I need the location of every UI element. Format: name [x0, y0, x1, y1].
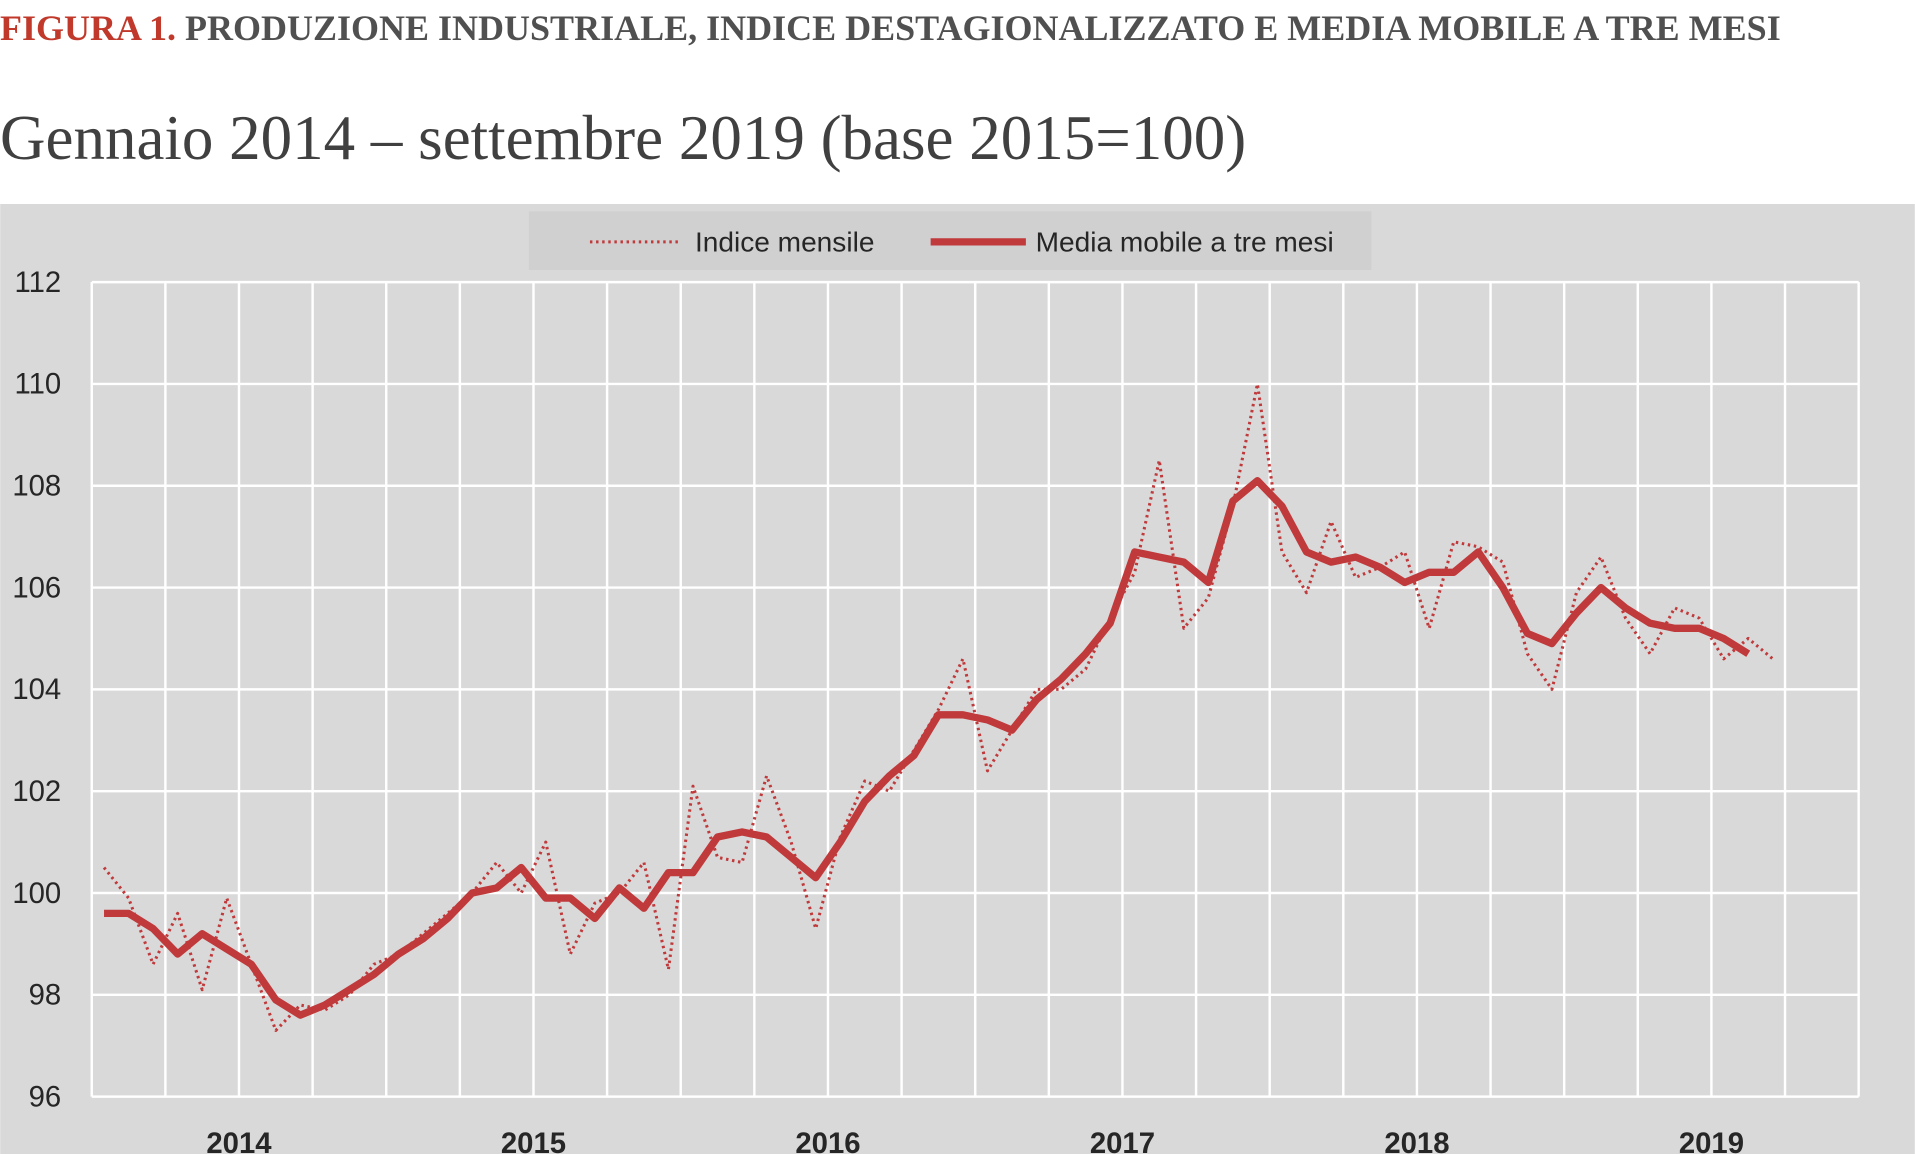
y-tick-label: 102: [12, 775, 61, 808]
y-tick-label: 112: [15, 266, 62, 299]
chart-background: [0, 204, 1915, 1154]
series-line: [102, 382, 1774, 1032]
y-tick-label: 110: [15, 368, 62, 401]
y-tick-label: 98: [29, 979, 62, 1012]
y-tick-label: 100: [12, 877, 61, 910]
y-tick-label: 104: [12, 673, 61, 706]
x-tick-label: 2019: [1679, 1127, 1744, 1154]
y-tick-label: 108: [12, 470, 61, 503]
y-tick-label: 106: [12, 571, 61, 604]
title-text: PRODUZIONE INDUSTRIALE, INDICE DESTAGION…: [185, 8, 1781, 48]
x-tick-label: 2015: [501, 1127, 566, 1154]
x-tick-label: 2016: [795, 1127, 860, 1154]
chart-subtitle: Gennaio 2014 – settembre 2019 (base 2015…: [0, 103, 1247, 173]
chart-title: FIGURA 1. PRODUZIONE INDUSTRIALE, INDICE…: [0, 4, 1900, 53]
series-line: [104, 477, 1751, 1019]
x-tick-label: 2018: [1384, 1127, 1449, 1154]
chart: 96 98 100 102 104 106 108 110 112 2014 2015 2016 201…: [0, 204, 1915, 1154]
legend-label: Indice mensile: [695, 227, 874, 258]
legend-label: Media mobile a tre mesi: [1036, 227, 1334, 258]
y-tick-label: 96: [29, 1080, 62, 1113]
title-prefix: FIGURA 1.: [0, 8, 177, 48]
x-tick-label: 2017: [1090, 1127, 1155, 1154]
x-tick-label: 2014: [206, 1127, 272, 1154]
